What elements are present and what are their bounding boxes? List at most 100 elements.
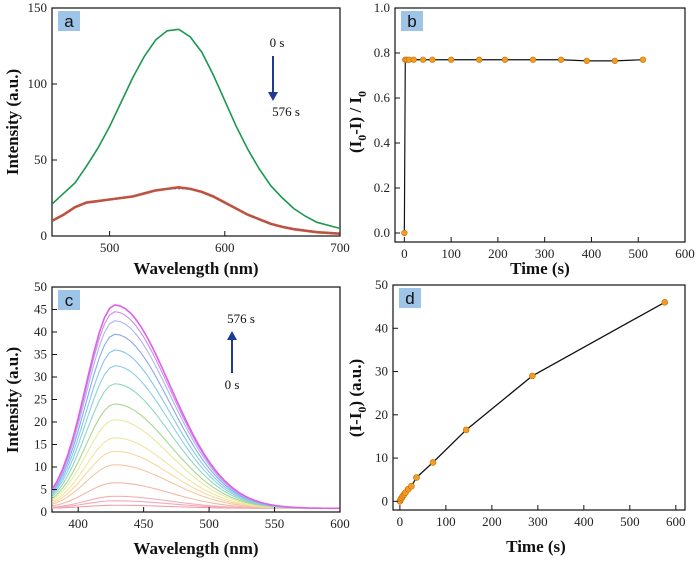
panel-a-annotation-end: 576 s (272, 104, 300, 119)
panel-b-xtick-label: 500 (628, 246, 648, 261)
panel-b-xlabel: Time (s) (510, 259, 570, 278)
panel-b-badge-label: b (407, 12, 416, 31)
panel-d-xtick-label: 300 (528, 514, 548, 529)
panel-b-point (410, 56, 417, 63)
panel-d-ytick-label: 10 (375, 450, 388, 465)
panel-d: 0 100 200 300 400 500 600 0 10 20 30 40 50 d Time (s… (346, 277, 686, 556)
panel-d-point (529, 372, 536, 380)
panel-c-ytick-label: 15 (34, 437, 47, 452)
panel-b-ylabel: (I0-I) / I0 (346, 91, 369, 153)
panel-b-point (529, 56, 537, 63)
panel-b-ylabel-part1: (I (346, 140, 365, 153)
panel-a-arrowhead (268, 92, 278, 101)
panel-d-ytick-label: 40 (375, 320, 388, 335)
panel-b-xtick-label: 600 (675, 246, 695, 261)
panel-d-point (413, 474, 420, 481)
panel-b-ytick-label: 0.2 (374, 180, 390, 195)
panel-d-xtick-label: 200 (482, 514, 502, 529)
panel-b-badge (401, 11, 423, 31)
panel-a-xtick-label: 500 (100, 240, 120, 255)
panel-b-ytick-label: 1.0 (374, 0, 390, 15)
panel-b-ytick-label: 0.0 (374, 225, 390, 240)
panel-b-point (429, 56, 436, 63)
panel-c-xtick-label: 500 (199, 516, 219, 531)
panel-b-point (501, 56, 509, 63)
panel-d-ylabel-part1: (I-I (346, 412, 365, 437)
panel-c-ticks: 400 450 500 550 600 0 5 10 15 20 25 30 35 40 45 50 (34, 279, 350, 531)
panel-b-xtick-label: 200 (488, 246, 508, 261)
panel-d-xtick-label: 600 (666, 514, 686, 529)
panel-d-series (396, 299, 669, 505)
panel-c-xtick-label: 600 (330, 516, 350, 531)
panel-b-point (583, 57, 590, 64)
panel-d-ytick-label: 0 (382, 493, 389, 508)
panel-a-xtick-label: 700 (330, 240, 350, 255)
panel-b-point (611, 57, 618, 64)
panel-d-xtick-label: 100 (436, 514, 456, 529)
panel-c-xtick-label: 550 (265, 516, 285, 531)
panel-c-ylabel: Intensity (a.u.) (3, 347, 22, 453)
panel-d-ytick-label: 50 (375, 277, 388, 292)
panel-d-xtick-label: 0 (397, 514, 404, 529)
panel-d-frame (392, 284, 686, 511)
panel-d-point (661, 299, 669, 306)
panel-b-ytick-label: 0.8 (374, 45, 390, 60)
panel-d-ytick-label: 20 (375, 407, 388, 422)
panel-c-xtick-label: 400 (68, 516, 88, 531)
panel-a-frame (51, 7, 341, 237)
panel-a-xlabel: Wavelength (nm) (133, 259, 258, 278)
panel-a: 500 600 700 0 50 100 150 a 0 s 576 s Wavelengt… (3, 0, 350, 278)
panel-b-ticks: 0 100 200 300 400 500 600 0.0 0.2 0.4 0.6 0.8 1.0 (374, 0, 695, 261)
panel-a-series-0s (52, 28, 340, 230)
panel-d-point (429, 459, 437, 466)
panel-a-xtick-label: 600 (215, 240, 235, 255)
panel-d-ylabel-sub: 0 (355, 407, 369, 413)
panel-a-ytick-label: 150 (28, 0, 48, 15)
panel-b-ylabel-sub2: 0 (355, 91, 369, 97)
panel-c-ytick-label: 40 (34, 324, 47, 339)
panel-b-series (401, 56, 647, 237)
panel-b-xtick-label: 400 (582, 246, 602, 261)
panel-d-badge (399, 288, 421, 308)
panel-c-arrowhead (227, 331, 237, 340)
panel-c-xlabel: Wavelength (nm) (133, 539, 258, 558)
panel-c-badge-label: c (65, 291, 74, 310)
panel-c-ytick-label: 45 (34, 302, 47, 317)
panel-a-ytick-label: 100 (28, 76, 48, 91)
panel-d-ytick-label: 30 (375, 364, 388, 379)
panel-b-point (639, 56, 647, 63)
panel-b-ytick-label: 0.4 (374, 135, 391, 150)
panel-b-xtick-label: 300 (535, 246, 555, 261)
panel-c-annotation-end: 576 s (227, 311, 255, 326)
panel-b-xtick-label: 0 (401, 246, 408, 261)
panel-c-ytick-label: 35 (34, 347, 47, 362)
panel-b-point (401, 229, 408, 237)
panel-c-xtick-label: 450 (134, 516, 154, 531)
panel-c-spectrum (52, 304, 340, 510)
panel-b-point (557, 56, 565, 63)
panel-d-xlabel: Time (s) (506, 537, 566, 556)
panel-a-ytick-label: 0 (41, 228, 48, 243)
panel-c-ytick-label: 50 (34, 279, 47, 294)
panel-a-series (52, 28, 340, 236)
panel-a-ytick-label: 50 (34, 152, 47, 167)
panel-b-frame (394, 7, 686, 243)
panel-a-series-576s-overlay (52, 188, 340, 235)
panel-c-annotation-start: 0 s (225, 377, 240, 392)
panel-a-ylabel: Intensity (a.u.) (3, 69, 22, 175)
panel-c-series (52, 304, 340, 510)
panel-d-ylabel-part2: ) (a.u.) (346, 359, 365, 407)
panel-c: 400 450 500 550 600 0 5 10 15 20 25 30 35 40 45 50 c 57… (3, 279, 350, 558)
panel-c-ytick-label: 20 (34, 414, 47, 429)
panel-b-xtick-label: 100 (441, 246, 461, 261)
panel-b-ylabel-sub1: 0 (355, 135, 369, 141)
panel-d-point (408, 482, 415, 490)
panel-d-badge-label: d (405, 289, 414, 308)
panel-b-ylabel-part2: -I) / I (346, 97, 365, 135)
panel-c-ytick-label: 30 (34, 369, 47, 384)
panel-a-badge (58, 11, 80, 31)
panel-c-ytick-label: 0 (41, 504, 48, 519)
panel-c-ytick-label: 5 (41, 482, 48, 497)
panel-a-badge-label: a (64, 12, 74, 31)
